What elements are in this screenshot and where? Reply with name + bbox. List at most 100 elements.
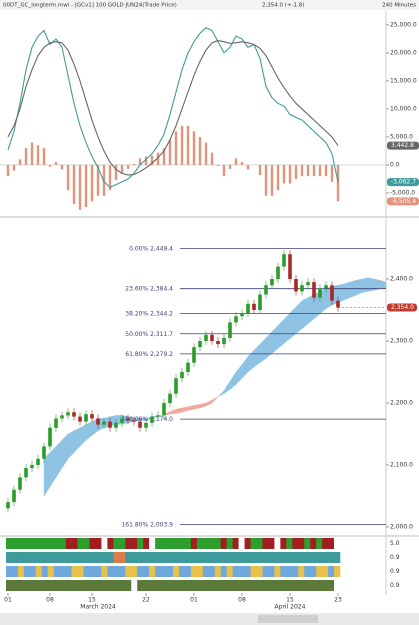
candle-body	[126, 418, 130, 421]
signal-cell	[47, 580, 55, 591]
signal-cell	[173, 538, 180, 549]
histogram-bar	[144, 156, 148, 165]
fib-price: 2,003.9	[150, 521, 173, 528]
signal-cell	[17, 552, 25, 563]
signal-cell	[298, 538, 305, 549]
x-tick-label: 08	[238, 597, 246, 604]
x-tick-label: 22	[142, 597, 150, 604]
signal-cell	[202, 538, 210, 549]
candle-body	[294, 279, 298, 292]
candle-body	[30, 464, 34, 469]
candle-body	[24, 468, 28, 478]
signal-cell	[226, 538, 233, 549]
cloud-segment	[169, 408, 177, 415]
cloud-segment	[271, 325, 279, 354]
fib-label: 23.60% 2,384.4	[125, 285, 173, 292]
signal-cell	[274, 566, 281, 577]
histogram-bar	[300, 164, 304, 177]
signal-cell	[184, 538, 192, 549]
signal-cell	[196, 580, 204, 591]
signal-cell	[161, 552, 168, 563]
signal-cell	[178, 538, 186, 549]
last-value-label: -6,505.4	[391, 198, 416, 205]
candle-body	[240, 313, 244, 317]
strip-value: 0.9	[390, 582, 400, 589]
signal-cell	[35, 538, 43, 549]
signal-cell	[173, 552, 180, 563]
signal-cell	[17, 538, 25, 549]
signal-cell	[131, 552, 138, 563]
histogram-bar	[336, 164, 340, 202]
candle-body	[336, 300, 340, 308]
histogram-bar	[6, 164, 10, 177]
signal-cell	[196, 552, 204, 563]
signal-cell	[214, 538, 222, 549]
histogram-bar	[174, 131, 178, 165]
signal-cell	[53, 538, 60, 549]
candle-body	[120, 418, 124, 423]
signal-cell	[113, 580, 120, 591]
signal-cell	[131, 580, 138, 591]
fib-percent: 161.80%	[121, 521, 148, 528]
cloud-segment	[175, 407, 183, 414]
signal-cell	[101, 580, 108, 591]
fib-percent: 23.60%	[125, 285, 148, 292]
candle-body	[318, 288, 322, 298]
histogram-bar	[54, 162, 58, 165]
histogram-bar	[204, 142, 208, 165]
scroll-thumb[interactable]	[258, 615, 318, 623]
signal-cell	[262, 552, 269, 563]
cloud-segment	[223, 380, 231, 395]
signal-cell	[149, 566, 156, 577]
signal-cell	[155, 580, 162, 591]
signal-cell	[143, 580, 150, 591]
candle-body	[72, 412, 76, 417]
signal-cell	[83, 538, 90, 549]
signal-cell	[292, 538, 299, 549]
candle-body	[282, 254, 286, 267]
signal-cell	[95, 566, 102, 577]
histogram-bar	[132, 163, 136, 165]
cloud-segment	[229, 371, 237, 390]
histogram-bar	[90, 164, 94, 202]
scrollbar[interactable]	[0, 613, 419, 625]
signal-cell	[11, 538, 19, 549]
y-tick-label: -5,000.0	[390, 189, 415, 196]
candle-body	[12, 489, 16, 503]
candle-body	[102, 421, 106, 425]
signal-cell	[244, 552, 251, 563]
signal-cell	[202, 566, 210, 577]
signal-cell	[89, 552, 96, 563]
histogram-bar	[324, 164, 328, 177]
candle-body	[108, 421, 112, 428]
signal-cell	[286, 566, 293, 577]
signal-cell	[41, 580, 49, 591]
signal-cell	[256, 580, 263, 591]
signal-cell	[184, 580, 192, 591]
signal-cell	[59, 538, 66, 549]
cloud-segment	[361, 277, 369, 293]
cloud-segment	[301, 297, 309, 330]
x-tick-label: 01	[190, 597, 198, 604]
signal-cell	[167, 538, 174, 549]
signal-cell	[95, 552, 102, 563]
signal-cell	[280, 580, 287, 591]
histogram-bar	[216, 164, 220, 167]
y-tick-label: 15,000.0	[390, 77, 417, 84]
signal-cell	[89, 580, 96, 591]
signal-cell	[143, 552, 150, 563]
cloud-segment	[55, 439, 63, 479]
signal-cell	[107, 566, 114, 577]
signal-cell	[107, 580, 114, 591]
signal-cell	[268, 580, 275, 591]
signal-cell	[125, 538, 132, 549]
signal-cell	[59, 566, 66, 577]
signal-cell	[11, 566, 19, 577]
signal-cell	[202, 580, 210, 591]
cloud-segment	[253, 343, 261, 368]
signal-cell	[53, 566, 60, 577]
signal-cell	[334, 580, 341, 591]
x-tick-label: 08	[46, 597, 54, 604]
candle-body	[48, 427, 52, 447]
signal-cell	[298, 566, 305, 577]
